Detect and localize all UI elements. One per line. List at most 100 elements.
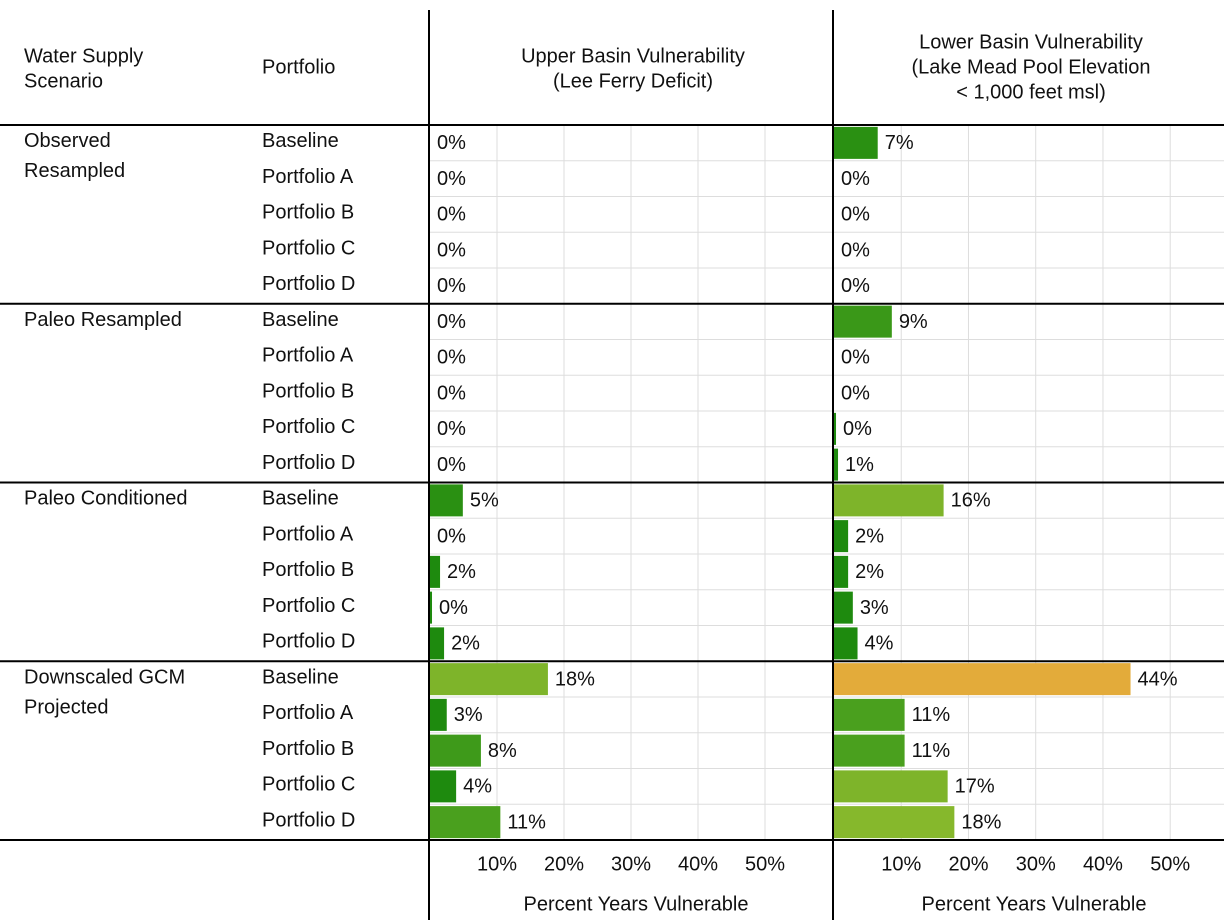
- panel-title: < 1,000 feet msl): [956, 81, 1106, 103]
- portfolio-label: Portfolio B: [262, 202, 354, 224]
- column-header: Scenario: [24, 70, 103, 92]
- panel-title: (Lake Mead Pool Elevation: [911, 56, 1150, 78]
- value-label: 0%: [437, 275, 466, 297]
- portfolio-label: Portfolio C: [262, 237, 355, 259]
- value-label: 2%: [447, 561, 476, 583]
- portfolio-label: Baseline: [262, 666, 339, 688]
- scenario-label: Observed: [24, 130, 111, 152]
- x-axis-label: Percent Years Vulnerable: [524, 893, 749, 915]
- value-label: 0%: [437, 311, 466, 333]
- value-label: 11%: [912, 704, 951, 726]
- value-label: 3%: [860, 597, 889, 619]
- portfolio-label: Baseline: [262, 130, 339, 152]
- x-tick-label: 50%: [1150, 853, 1190, 875]
- x-tick-label: 20%: [948, 853, 988, 875]
- panel-title: Upper Basin Vulnerability: [521, 45, 745, 67]
- value-label: 0%: [437, 168, 466, 190]
- bar: [834, 448, 839, 481]
- value-label: 44%: [1138, 668, 1178, 690]
- value-label: 0%: [437, 204, 466, 226]
- bar: [430, 484, 463, 517]
- x-tick-label: 30%: [1016, 853, 1056, 875]
- x-tick-label: 50%: [745, 853, 785, 875]
- bar: [834, 627, 858, 660]
- value-label: 18%: [555, 668, 595, 690]
- portfolio-label: Portfolio D: [262, 273, 355, 295]
- bar: [430, 770, 457, 803]
- portfolio-label: Baseline: [262, 309, 339, 331]
- value-label: 0%: [841, 347, 870, 369]
- portfolio-label: Portfolio C: [262, 416, 355, 438]
- value-label: 18%: [961, 811, 1001, 833]
- scenario-label: Paleo Conditioned: [24, 488, 187, 510]
- portfolio-label: Portfolio A: [262, 166, 354, 188]
- value-label: 2%: [855, 561, 884, 583]
- value-label: 0%: [437, 382, 466, 404]
- value-label: 0%: [437, 347, 466, 369]
- portfolio-label: Portfolio A: [262, 523, 354, 545]
- bar: [834, 698, 905, 731]
- portfolio-label: Portfolio D: [262, 452, 355, 474]
- bar: [834, 412, 837, 445]
- value-label: 0%: [841, 275, 870, 297]
- value-label: 0%: [439, 597, 468, 619]
- value-label: 2%: [855, 525, 884, 547]
- portfolio-label: Portfolio A: [262, 345, 354, 367]
- bar: [834, 484, 944, 517]
- portfolio-label: Portfolio A: [262, 702, 354, 724]
- value-label: 11%: [507, 811, 546, 833]
- portfolio-label: Portfolio D: [262, 809, 355, 831]
- value-label: 16%: [951, 490, 991, 512]
- x-tick-label: 40%: [678, 853, 718, 875]
- x-axis-label: Percent Years Vulnerable: [922, 893, 1147, 915]
- bar: [430, 734, 481, 767]
- portfolio-label: Portfolio D: [262, 631, 355, 653]
- x-tick-label: 30%: [611, 853, 651, 875]
- scenario-label: Downscaled GCM: [24, 666, 185, 688]
- value-label: 1%: [845, 454, 874, 476]
- bar: [430, 806, 501, 839]
- value-label: 0%: [843, 418, 872, 440]
- portfolio-label: Portfolio B: [262, 380, 354, 402]
- bar: [834, 806, 955, 839]
- column-header: Portfolio: [262, 56, 335, 78]
- bar: [430, 698, 447, 731]
- value-label: 5%: [470, 490, 499, 512]
- bar: [430, 591, 433, 624]
- bar: [834, 555, 849, 588]
- bar: [430, 627, 445, 660]
- x-tick-label: 10%: [477, 853, 517, 875]
- portfolio-label: Portfolio C: [262, 774, 355, 796]
- value-label: 11%: [912, 740, 951, 762]
- value-label: 0%: [841, 204, 870, 226]
- bar: [834, 770, 948, 803]
- value-label: 4%: [865, 633, 894, 655]
- value-label: 0%: [841, 239, 870, 261]
- x-tick-label: 40%: [1083, 853, 1123, 875]
- value-label: 0%: [437, 132, 466, 154]
- panel-title: Lower Basin Vulnerability: [919, 31, 1143, 53]
- value-label: 4%: [463, 776, 492, 798]
- portfolio-label: Portfolio B: [262, 738, 354, 760]
- portfolio-label: Portfolio C: [262, 595, 355, 617]
- value-label: 0%: [841, 382, 870, 404]
- value-label: 7%: [885, 132, 914, 154]
- scenario-label: Resampled: [24, 160, 125, 182]
- value-label: 17%: [955, 776, 995, 798]
- scenario-label: Projected: [24, 696, 109, 718]
- value-label: 9%: [899, 311, 928, 333]
- bar: [834, 663, 1131, 696]
- value-label: 0%: [437, 454, 466, 476]
- bar: [834, 305, 892, 338]
- value-label: 3%: [454, 704, 483, 726]
- bar: [834, 520, 849, 553]
- value-label: 0%: [437, 525, 466, 547]
- panel-title: (Lee Ferry Deficit): [553, 70, 713, 92]
- bar: [430, 555, 441, 588]
- value-label: 2%: [451, 633, 480, 655]
- x-tick-label: 10%: [881, 853, 921, 875]
- bar: [834, 591, 853, 624]
- x-tick-label: 20%: [544, 853, 584, 875]
- bar: [834, 126, 878, 159]
